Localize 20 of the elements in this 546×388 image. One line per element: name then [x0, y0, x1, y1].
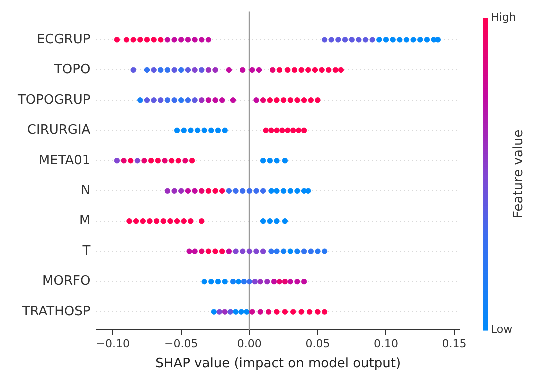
x-tick-label: 0.10	[374, 338, 398, 351]
y-tick-label: CIRURGIA	[27, 123, 91, 138]
color-bar-label: High	[491, 10, 516, 24]
y-tick-label: META01	[38, 153, 91, 168]
color-bar-title: Feature value	[511, 130, 526, 218]
color-bar-label: Low	[491, 323, 513, 336]
x-tick-label: 0.00	[237, 338, 262, 351]
x-tick-label: −0.05	[164, 338, 198, 351]
y-tick-label: M	[79, 214, 91, 229]
x-axis-title: SHAP value (impact on model output)	[156, 356, 402, 372]
x-tick-label: 0.15	[442, 338, 467, 351]
y-tick-label: T	[82, 244, 91, 259]
x-tick-label: 0.05	[306, 338, 330, 351]
y-tick-label: TOPOGRUP	[16, 92, 91, 108]
y-tick-label: MORFO	[42, 274, 91, 290]
y-tick-label: N	[80, 183, 91, 198]
y-tick-label: ECGRUP	[36, 32, 91, 48]
y-tick-label: TOPO	[53, 62, 91, 78]
y-tick-label: TRATHOSP	[21, 304, 91, 320]
x-tick-label: −0.10	[96, 338, 130, 351]
